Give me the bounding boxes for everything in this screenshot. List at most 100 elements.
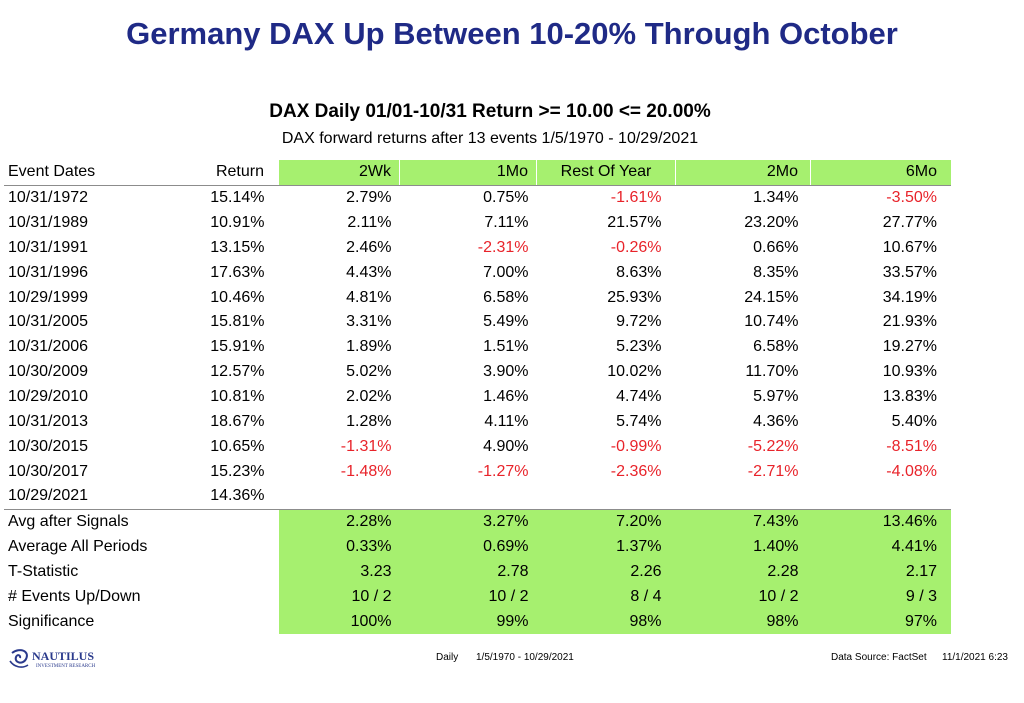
summary-roy-value: 2.26 bbox=[536, 559, 676, 585]
header-event-dates: Event Dates bbox=[4, 160, 180, 186]
summary-label: Avg after Signals bbox=[4, 508, 180, 535]
event-m2-value: 6.58% bbox=[753, 338, 799, 356]
event-return: 10.91% bbox=[210, 214, 265, 232]
event-m6-value: 34.19% bbox=[882, 288, 937, 306]
event-m6-value: 10.67% bbox=[882, 238, 937, 256]
summary-row: Avg after Signals 2.28% 3.27% 7.20% 7.43% 13.… bbox=[4, 508, 951, 535]
event-date: 10/30/2017 bbox=[8, 462, 89, 480]
event-roy-value: 5.23% bbox=[616, 338, 662, 356]
event-date: 10/30/2015 bbox=[8, 437, 89, 455]
event-row: 10/31/1996 17.63% 4.43% 7.00% 8.63% 8.35% 33.5… bbox=[4, 260, 951, 285]
summary-m2-value: 2.28 bbox=[675, 559, 811, 585]
event-m2-value: 0.66% bbox=[753, 238, 799, 256]
event-m6-value: -3.50% bbox=[886, 189, 937, 207]
event-m2-value: 5.97% bbox=[753, 388, 799, 406]
logo-subtext: INVESTMENT RESEARCH bbox=[36, 664, 96, 669]
summary-m1-value: 2.78 bbox=[399, 559, 537, 585]
header-2wk: 2Wk bbox=[278, 160, 400, 186]
event-roy-value: -0.99% bbox=[610, 437, 662, 455]
summary-label: Average All Periods bbox=[8, 538, 148, 556]
summary-row: Average All Periods 0.33% 0.69% 1.37% 1.40% 4… bbox=[4, 534, 951, 560]
event-m1-value bbox=[400, 484, 537, 509]
event-roy-value: 9.72% bbox=[616, 313, 662, 331]
event-m1-value: 6.58% bbox=[483, 288, 529, 306]
event-roy-value: -0.26% bbox=[610, 238, 662, 256]
event-m1-value: 4.11% bbox=[484, 412, 529, 430]
event-date: 10/31/2006 bbox=[8, 338, 89, 356]
event-m1-value: 7.00% bbox=[483, 263, 529, 281]
event-w2-value: 4.43% bbox=[346, 263, 392, 281]
summary-roy-value: 1.37% bbox=[536, 534, 676, 560]
event-date: 10/31/1991 bbox=[8, 238, 89, 256]
nautilus-logo: NAUTILUS INVESTMENT RESEARCH bbox=[9, 649, 96, 669]
summary-m1-value: 10 / 2 bbox=[399, 584, 537, 610]
summary-roy-value: 7.20% bbox=[536, 508, 676, 535]
event-return: 15.81% bbox=[210, 313, 265, 331]
summary-return-empty bbox=[180, 535, 279, 560]
table-description: DAX forward returns after 13 events 1/5/… bbox=[281, 130, 699, 147]
event-m2-value bbox=[676, 484, 811, 509]
event-row: 10/30/2017 15.23% -1.48% -1.27% -2.36% -2.71%… bbox=[4, 459, 951, 484]
event-m2-value: 10.74% bbox=[744, 313, 799, 331]
table-subtitle: DAX Daily 01/01-10/31 Return >= 10.00 <=… bbox=[269, 101, 711, 122]
summary-return-empty bbox=[180, 609, 279, 634]
event-return: 18.67% bbox=[210, 412, 265, 430]
summary-m6-value: 2.17 bbox=[810, 559, 951, 585]
event-return: 10.81% bbox=[210, 388, 265, 406]
event-roy-value: 25.93% bbox=[607, 288, 662, 306]
header-6mo: 6Mo bbox=[810, 160, 951, 186]
event-return: 14.36% bbox=[210, 487, 265, 505]
event-roy-value: 5.74% bbox=[616, 412, 662, 430]
event-m1-value: -1.27% bbox=[477, 462, 529, 480]
summary-return-empty bbox=[180, 560, 279, 585]
event-w2-value: 2.11% bbox=[347, 214, 392, 232]
event-date: 10/31/2013 bbox=[8, 412, 89, 430]
logo-text: NAUTILUS bbox=[32, 649, 94, 663]
event-row: 10/31/2013 18.67% 1.28% 4.11% 5.74% 4.36% 5.40… bbox=[4, 409, 951, 434]
event-roy-value: -1.61% bbox=[610, 189, 662, 207]
event-row: 10/31/1972 15.14% 2.79% 0.75% -1.61% 1.34% -3.… bbox=[4, 185, 951, 210]
summary-row: T-Statistic 3.23 2.78 2.26 2.28 2.17 bbox=[4, 559, 951, 585]
event-return: 10.65% bbox=[210, 437, 265, 455]
event-m1-value: 5.49% bbox=[483, 313, 529, 331]
event-date: 10/31/1972 bbox=[8, 189, 89, 207]
event-return: 15.91% bbox=[210, 338, 265, 356]
event-roy-value: 10.02% bbox=[607, 363, 662, 381]
page-title: Germany DAX Up Between 10-20% Through Oc… bbox=[126, 16, 898, 51]
event-return: 13.15% bbox=[210, 238, 265, 256]
event-m1-value: 0.75% bbox=[483, 189, 529, 207]
nautilus-swirl-icon bbox=[11, 649, 28, 664]
footer-timestamp: 11/1/2021 6:23 bbox=[942, 652, 1008, 663]
header-2mo: 2Mo bbox=[675, 160, 811, 186]
header-rest-of-year: Rest Of Year bbox=[536, 160, 676, 186]
event-row: 10/31/2006 15.91% 1.89% 1.51% 5.23% 6.58% 19.2… bbox=[4, 335, 951, 360]
event-m1-value: 1.51% bbox=[483, 338, 529, 356]
summary-label: # Events Up/Down bbox=[8, 587, 141, 605]
event-w2-value: 2.46% bbox=[346, 238, 392, 256]
event-return: 15.23% bbox=[210, 462, 265, 480]
summary-m2-value: 1.40% bbox=[675, 534, 811, 560]
event-roy-value: 21.57% bbox=[607, 214, 662, 232]
footer-data-source: Data Source: FactSet bbox=[831, 652, 927, 663]
event-row: 10/31/2005 15.81% 3.31% 5.49% 9.72% 10.74% 21.… bbox=[4, 310, 951, 335]
event-w2-value: 1.28% bbox=[346, 412, 392, 430]
event-row: 10/31/1991 13.15% 2.46% -2.31% -0.26% 0.66% 10… bbox=[4, 236, 951, 261]
event-w2-value: 2.02% bbox=[346, 388, 392, 406]
event-row: 10/30/2015 10.65% -1.31% 4.90% -0.99% -5.22% -… bbox=[4, 434, 951, 459]
footer-frequency: Daily bbox=[436, 652, 459, 663]
summary-w2-value: 3.23 bbox=[278, 559, 400, 585]
event-date: 10/30/2009 bbox=[8, 363, 89, 381]
summary-m6-value: 97% bbox=[810, 609, 951, 635]
event-m1-value: 7.11% bbox=[484, 214, 529, 232]
event-roy-value: 4.74% bbox=[616, 388, 662, 406]
summary-return-empty bbox=[180, 508, 279, 535]
summary-m2-value: 7.43% bbox=[675, 508, 811, 535]
summary-row: Significance 100% 99% 98% 98% 97% bbox=[4, 609, 951, 635]
event-m6-value: -4.08% bbox=[886, 462, 937, 480]
event-m6-value: 13.83% bbox=[882, 388, 937, 406]
summary-m1-value: 3.27% bbox=[399, 508, 537, 535]
event-m2-value: 8.35% bbox=[753, 263, 799, 281]
event-w2-value: 2.79% bbox=[346, 189, 392, 207]
event-m2-value: 11.70% bbox=[745, 363, 799, 381]
